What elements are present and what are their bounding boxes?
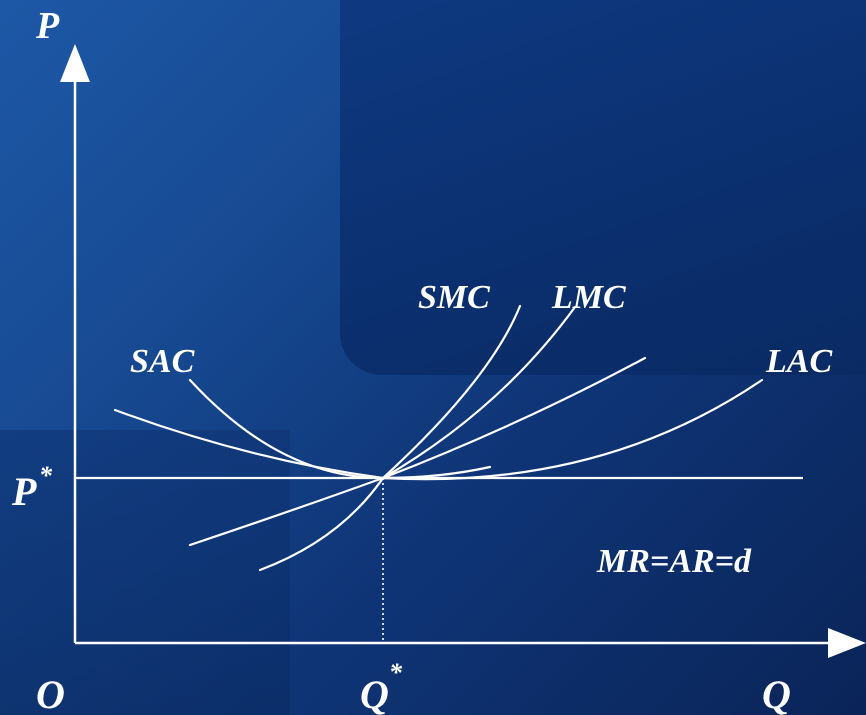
x-axis-label: Q [762,672,791,715]
y-axis-label: P [35,5,60,47]
price-line-label: MR=AR=d [596,543,752,580]
sac-curve [188,378,492,480]
lac-curve [113,378,764,481]
lmc-lac-line [381,356,647,480]
p-star-label: P [11,469,37,514]
smc-label: SMC [418,279,490,316]
lac-label: LAC [765,343,832,380]
y-axis-arrow [60,44,90,82]
q-star-label: Q [360,672,389,715]
lmc-label: LMC [551,279,626,316]
background-panel [340,0,866,375]
q-star-asterisk: * [389,658,403,687]
origin-label: O [36,672,65,715]
sac-label: SAC [130,343,195,380]
x-axis-arrow [828,628,866,658]
p-star-asterisk: * [39,461,53,490]
